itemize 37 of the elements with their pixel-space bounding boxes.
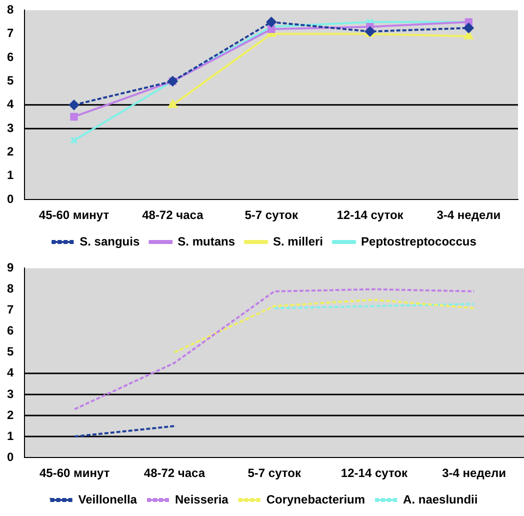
- legend-label: Peptostreptococcus: [361, 234, 477, 248]
- x-tick-label: 3-4 недели: [442, 466, 506, 480]
- y-tick-label: 7: [6, 26, 14, 40]
- legend-label: Corynebacterium: [266, 492, 366, 506]
- legend-label: Veillonella: [78, 492, 138, 506]
- x-tick-label: 45-60 минут: [38, 208, 110, 222]
- legend-label: Neisseria: [174, 492, 229, 506]
- x-tick-label: 5-7 суток: [248, 466, 302, 480]
- y-tick-label: 6: [6, 324, 14, 338]
- x-tick-label: 5-7 суток: [244, 208, 299, 222]
- legend-label: S. milleri: [272, 234, 324, 248]
- y-tick-label: 8: [6, 2, 14, 17]
- y-tick-label: 3: [6, 386, 14, 401]
- y-tick-label: 4: [6, 97, 14, 112]
- y-tick-label: 9: [6, 260, 14, 275]
- y-tick-label: 7: [6, 302, 14, 317]
- y-tick-label: 4: [6, 366, 14, 380]
- y-tick-label: 6: [6, 50, 14, 64]
- y-tick-label: 1: [6, 428, 14, 443]
- y-tick-label: 1: [6, 168, 14, 182]
- x-tick-label: 48-72 часа: [144, 466, 206, 480]
- y-tick-label: 8: [6, 282, 14, 296]
- y-tick-label: 0: [6, 192, 14, 206]
- y-tick-label: 3: [6, 120, 14, 135]
- x-tick-label: 3-4 недели: [436, 208, 501, 222]
- y-tick-label: 2: [6, 144, 14, 159]
- legend-label: A. naeslundii: [403, 492, 478, 506]
- y-tick-label: 5: [6, 344, 14, 359]
- legend-label: S. mutans: [178, 234, 236, 248]
- legend-label: S. sanguis: [80, 234, 140, 248]
- x-tick-label: 12-14 суток: [336, 208, 404, 222]
- y-tick-label: 2: [6, 408, 14, 422]
- x-tick-label: 48-72 часа: [142, 208, 204, 222]
- y-tick-label: 5: [6, 74, 14, 88]
- y-tick-label: 0: [6, 450, 14, 464]
- x-tick-label: 45-60 минут: [39, 466, 110, 480]
- x-tick-label: 12-14 суток: [340, 466, 408, 480]
